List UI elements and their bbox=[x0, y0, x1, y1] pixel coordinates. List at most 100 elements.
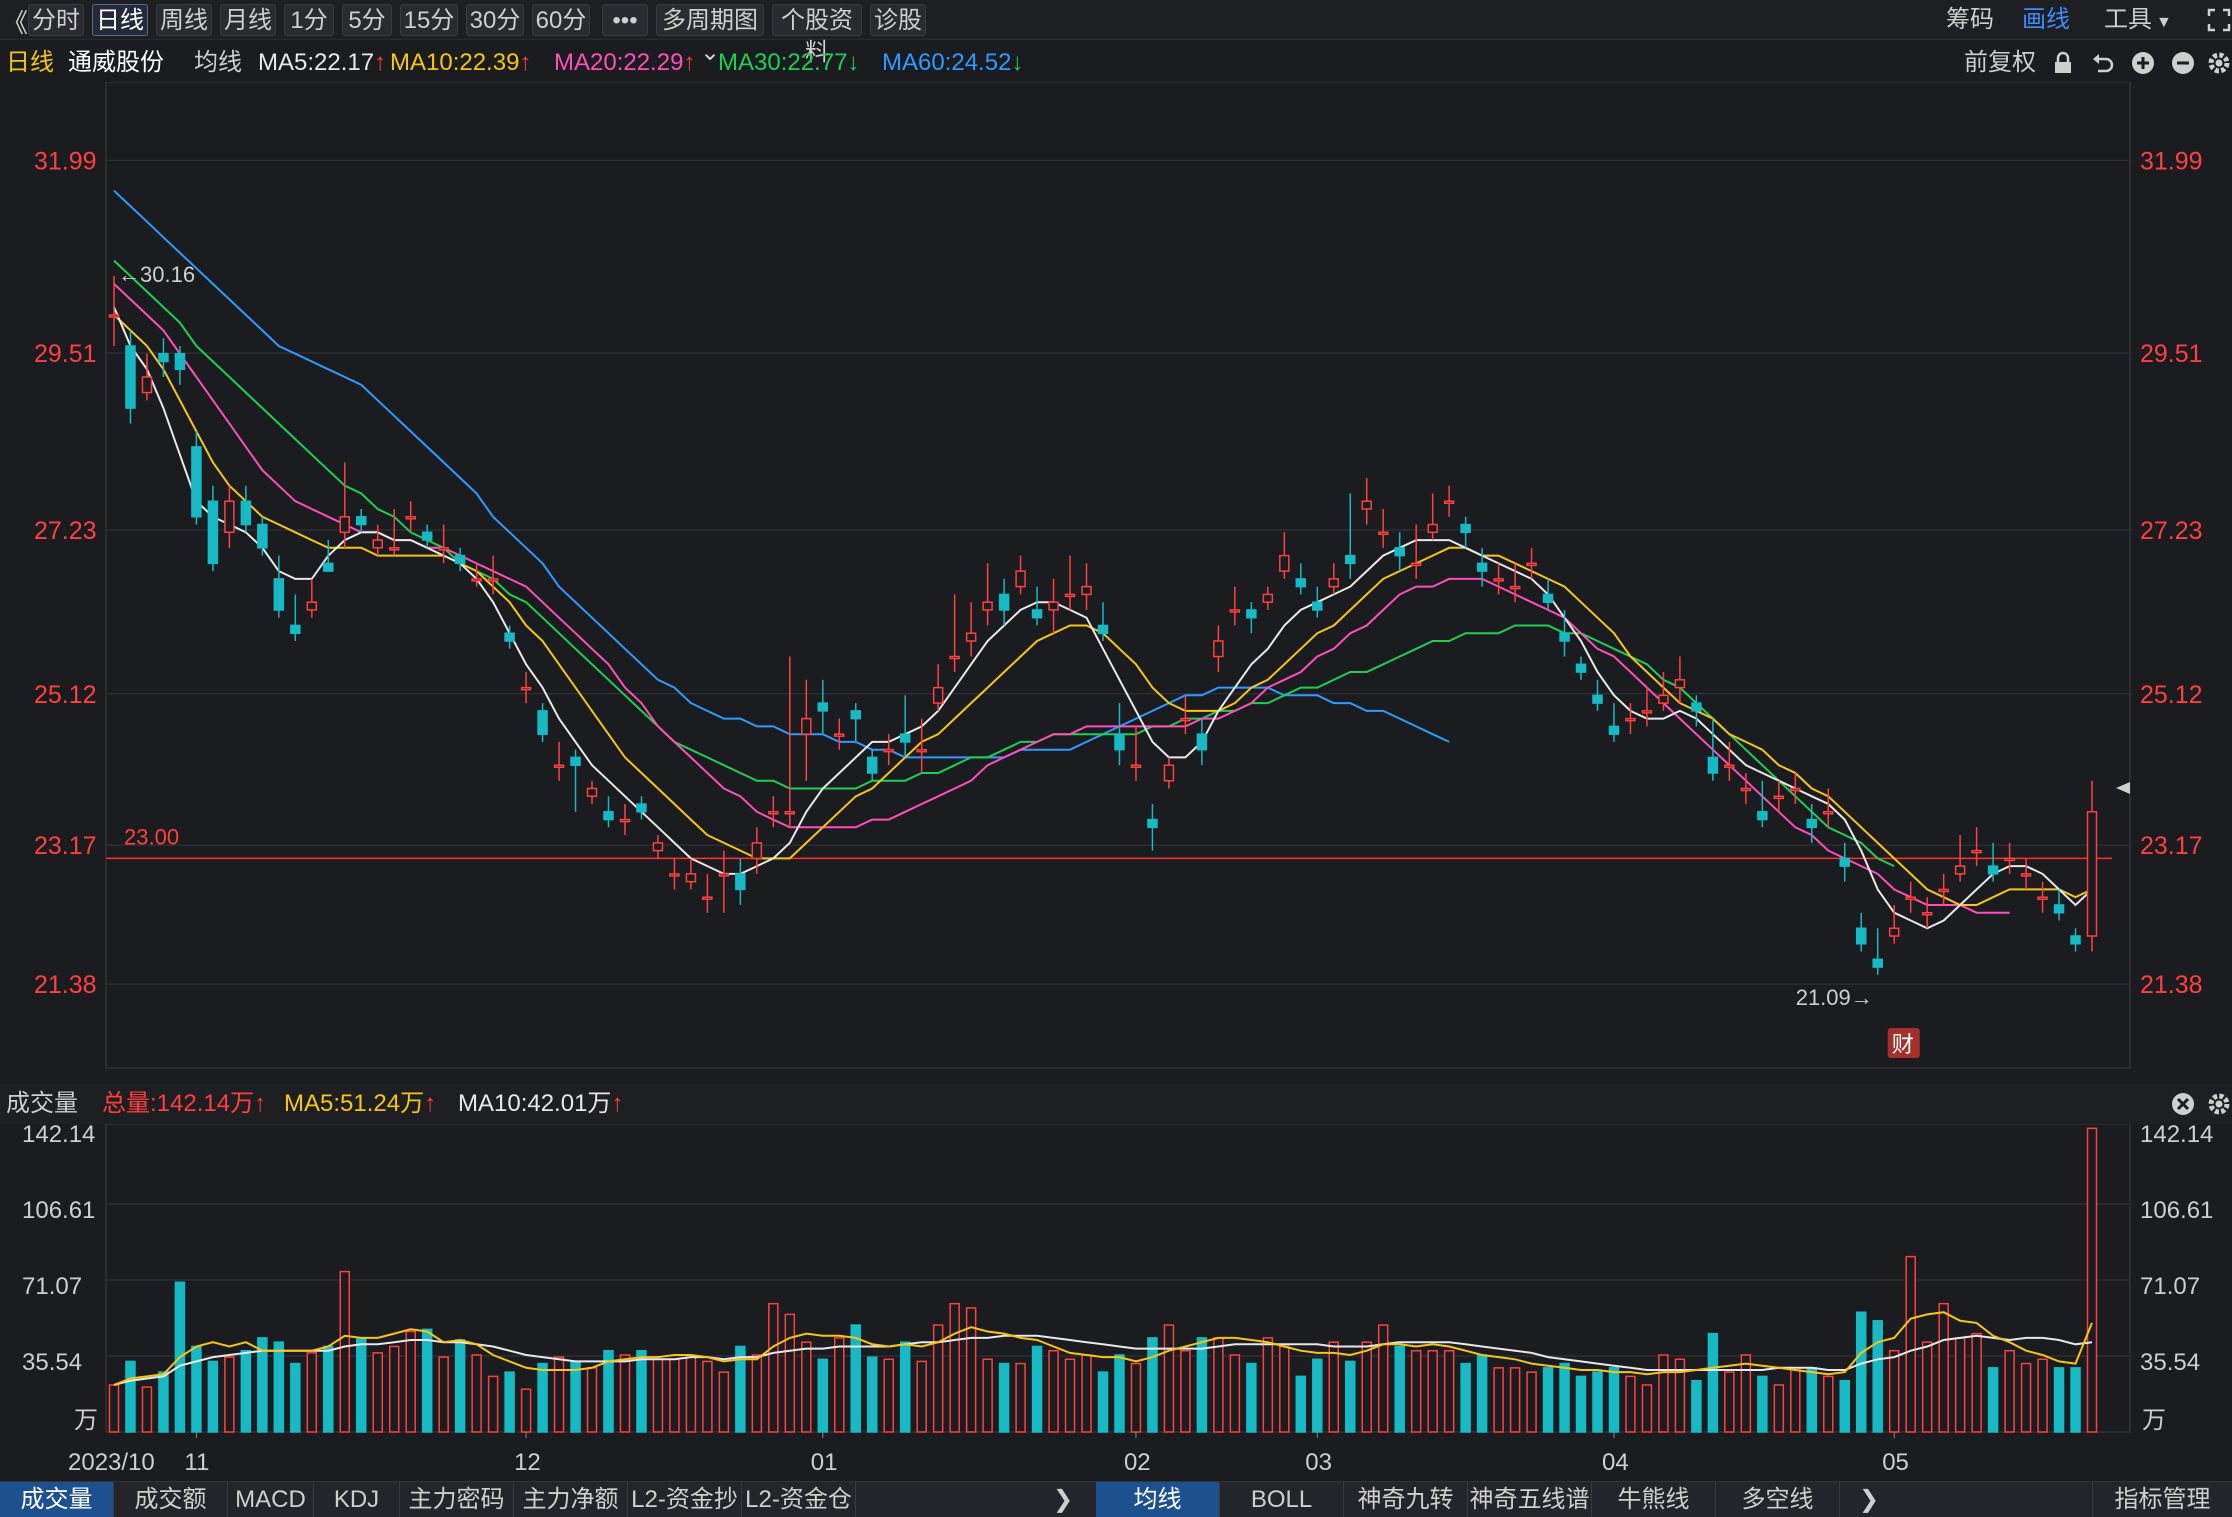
period-button-6[interactable]: 15分 bbox=[400, 4, 458, 36]
volume-bar-up bbox=[1081, 1354, 1092, 1433]
period-button-12[interactable]: 诊股 bbox=[870, 4, 926, 36]
period-button-4[interactable]: 1分 bbox=[284, 4, 334, 36]
candle-down bbox=[1196, 733, 1208, 751]
volume-bar-down bbox=[1246, 1362, 1257, 1433]
period-button-9[interactable]: ••• bbox=[602, 4, 648, 36]
candle-up bbox=[520, 686, 532, 691]
settings-gear-icon[interactable] bbox=[2206, 50, 2232, 76]
indicator-tab[interactable]: 主力密码 bbox=[400, 1482, 514, 1517]
stock-name[interactable]: 通威股份 bbox=[68, 49, 164, 76]
candle-up bbox=[1724, 764, 1735, 768]
period-button-10[interactable]: 多周期图 ⌄ bbox=[656, 4, 764, 66]
draw-line-button[interactable]: 画线 bbox=[2022, 6, 2070, 33]
period-button-8[interactable]: 60分 bbox=[532, 4, 590, 36]
indicator-tab[interactable]: L2-资金抄底 bbox=[628, 1482, 742, 1517]
candle-up bbox=[1740, 787, 1752, 792]
candle-down bbox=[636, 803, 647, 813]
candle-down bbox=[1592, 694, 1603, 704]
volume-bar-down bbox=[1147, 1337, 1158, 1433]
indicator-tab[interactable]: L2-资金仓位 bbox=[742, 1482, 856, 1517]
period-button-1[interactable]: 日线 bbox=[92, 4, 148, 36]
candle-down bbox=[1691, 702, 1702, 712]
close-panel-icon[interactable] bbox=[2170, 1091, 2196, 1117]
volume-bar-down bbox=[290, 1362, 301, 1433]
overlay-tab[interactable]: 牛熊线 bbox=[1592, 1482, 1716, 1517]
candle-up bbox=[1377, 531, 1389, 536]
candle-up bbox=[1443, 500, 1455, 504]
indicator-tab[interactable]: KDJ bbox=[314, 1482, 400, 1517]
volume-bar-down bbox=[1806, 1367, 1818, 1433]
up-arrow-icon: ↑ bbox=[254, 1090, 267, 1117]
candle-up bbox=[372, 539, 383, 549]
back-chevron-icon[interactable]: 《 bbox=[2, 8, 29, 38]
volume-bar-up bbox=[751, 1354, 763, 1433]
volume-bar-down bbox=[1196, 1337, 1208, 1433]
candle-up bbox=[1081, 585, 1092, 596]
volume-bar-down bbox=[866, 1356, 878, 1433]
overlay-tab[interactable]: BOLL bbox=[1220, 1482, 1344, 1517]
low-price-label: 21.09→ bbox=[1796, 985, 1873, 1010]
indicator-name[interactable]: 均线 bbox=[194, 49, 242, 76]
volume-bar-up bbox=[1625, 1375, 1636, 1433]
volume-bar-down bbox=[421, 1328, 433, 1433]
y-tick-right: 27.23 bbox=[2140, 517, 2203, 545]
ma-legend-value: MA60:24.52 bbox=[882, 49, 1012, 76]
volume-bar-down bbox=[323, 1345, 334, 1433]
candle-up bbox=[586, 787, 598, 798]
x-tick-label: 02 bbox=[1124, 1449, 1151, 1476]
indicator-tab[interactable]: MACD bbox=[228, 1482, 314, 1517]
adjust-mode[interactable]: 前复权 bbox=[1964, 49, 2036, 76]
volume-bar-up bbox=[2020, 1362, 2032, 1433]
indicator-tab[interactable]: 成交额 bbox=[114, 1482, 228, 1517]
period-button-5[interactable]: 5分 bbox=[342, 4, 392, 36]
zoom-out-icon[interactable] bbox=[2170, 50, 2196, 76]
lock-icon[interactable] bbox=[2050, 50, 2076, 76]
indicator-tab[interactable]: 成交量 bbox=[0, 1482, 114, 1517]
volume-bar-up bbox=[1328, 1341, 1340, 1433]
zoom-in-icon[interactable] bbox=[2130, 50, 2156, 76]
period-button-11[interactable]: 个股资料 bbox=[772, 4, 862, 66]
volume-settings-gear-icon[interactable] bbox=[2206, 1091, 2232, 1117]
volume-bar-up bbox=[1954, 1337, 1966, 1433]
candle-up bbox=[1361, 500, 1372, 510]
period-button-7[interactable]: 30分 bbox=[466, 4, 524, 36]
chevron-right-icon[interactable]: ❯ bbox=[1052, 1486, 1074, 1513]
overlay-tab[interactable]: 神奇五线谱 bbox=[1468, 1482, 1592, 1517]
overlay-tab[interactable]: 神奇九转 bbox=[1344, 1482, 1468, 1517]
volume-ma5: MA5:51.24万↑ bbox=[284, 1084, 436, 1124]
candle-down bbox=[899, 733, 911, 743]
volume-total: 总量:142.14万↑ bbox=[102, 1084, 266, 1124]
overlay-tab[interactable]: 均线 bbox=[1096, 1482, 1220, 1517]
candle-up bbox=[1262, 593, 1274, 603]
period-button-0[interactable]: 分时 bbox=[28, 4, 84, 36]
candle-up bbox=[1180, 717, 1191, 722]
period-button-3[interactable]: 月线 bbox=[220, 4, 276, 36]
candle-down bbox=[1987, 865, 1999, 875]
indicator-tab[interactable]: 主力净额 bbox=[514, 1482, 628, 1517]
overlay-tab[interactable]: 多空线 bbox=[1716, 1482, 1840, 1517]
volume-bar-up bbox=[768, 1302, 779, 1433]
fullscreen-icon[interactable] bbox=[2206, 7, 2232, 33]
volume-bar-down bbox=[817, 1358, 829, 1433]
indicator-manage-button[interactable]: 指标管理 bbox=[2092, 1482, 2232, 1517]
candle-up bbox=[339, 516, 351, 534]
plot-frame bbox=[105, 82, 2131, 1069]
chips-button[interactable]: 筹码 bbox=[1946, 6, 1994, 33]
y-tick-left: 25.12 bbox=[34, 681, 97, 709]
volume-bar-up bbox=[405, 1330, 416, 1433]
candle-down bbox=[1295, 578, 1307, 588]
chevron-right-icon[interactable]: ❯ bbox=[1858, 1486, 1880, 1513]
volume-bar-down bbox=[454, 1339, 466, 1433]
volume-tick-right: 71.07 bbox=[2140, 1273, 2200, 1300]
undo-icon[interactable] bbox=[2090, 50, 2116, 76]
y-tick-left: 31.99 bbox=[34, 147, 97, 175]
candle-down bbox=[1855, 927, 1867, 945]
volume-chart[interactable]: 142.14 142.14 106.61 106.61 71.07 71.07 35.54 3… bbox=[0, 1124, 2232, 1481]
candle-up bbox=[1410, 562, 1422, 567]
candle-up bbox=[801, 717, 812, 735]
volume-total-text: 总量:142.14万 bbox=[102, 1090, 255, 1117]
tools-menu[interactable]: 工具 ▼ bbox=[2104, 4, 2172, 36]
period-button-2[interactable]: 周线 bbox=[156, 4, 212, 36]
candle-down bbox=[1542, 593, 1554, 603]
candlestick-chart[interactable]: 31.99 31.99 29.51 29.51 27.23 27.23 25.12 25.12… bbox=[0, 82, 2232, 1082]
